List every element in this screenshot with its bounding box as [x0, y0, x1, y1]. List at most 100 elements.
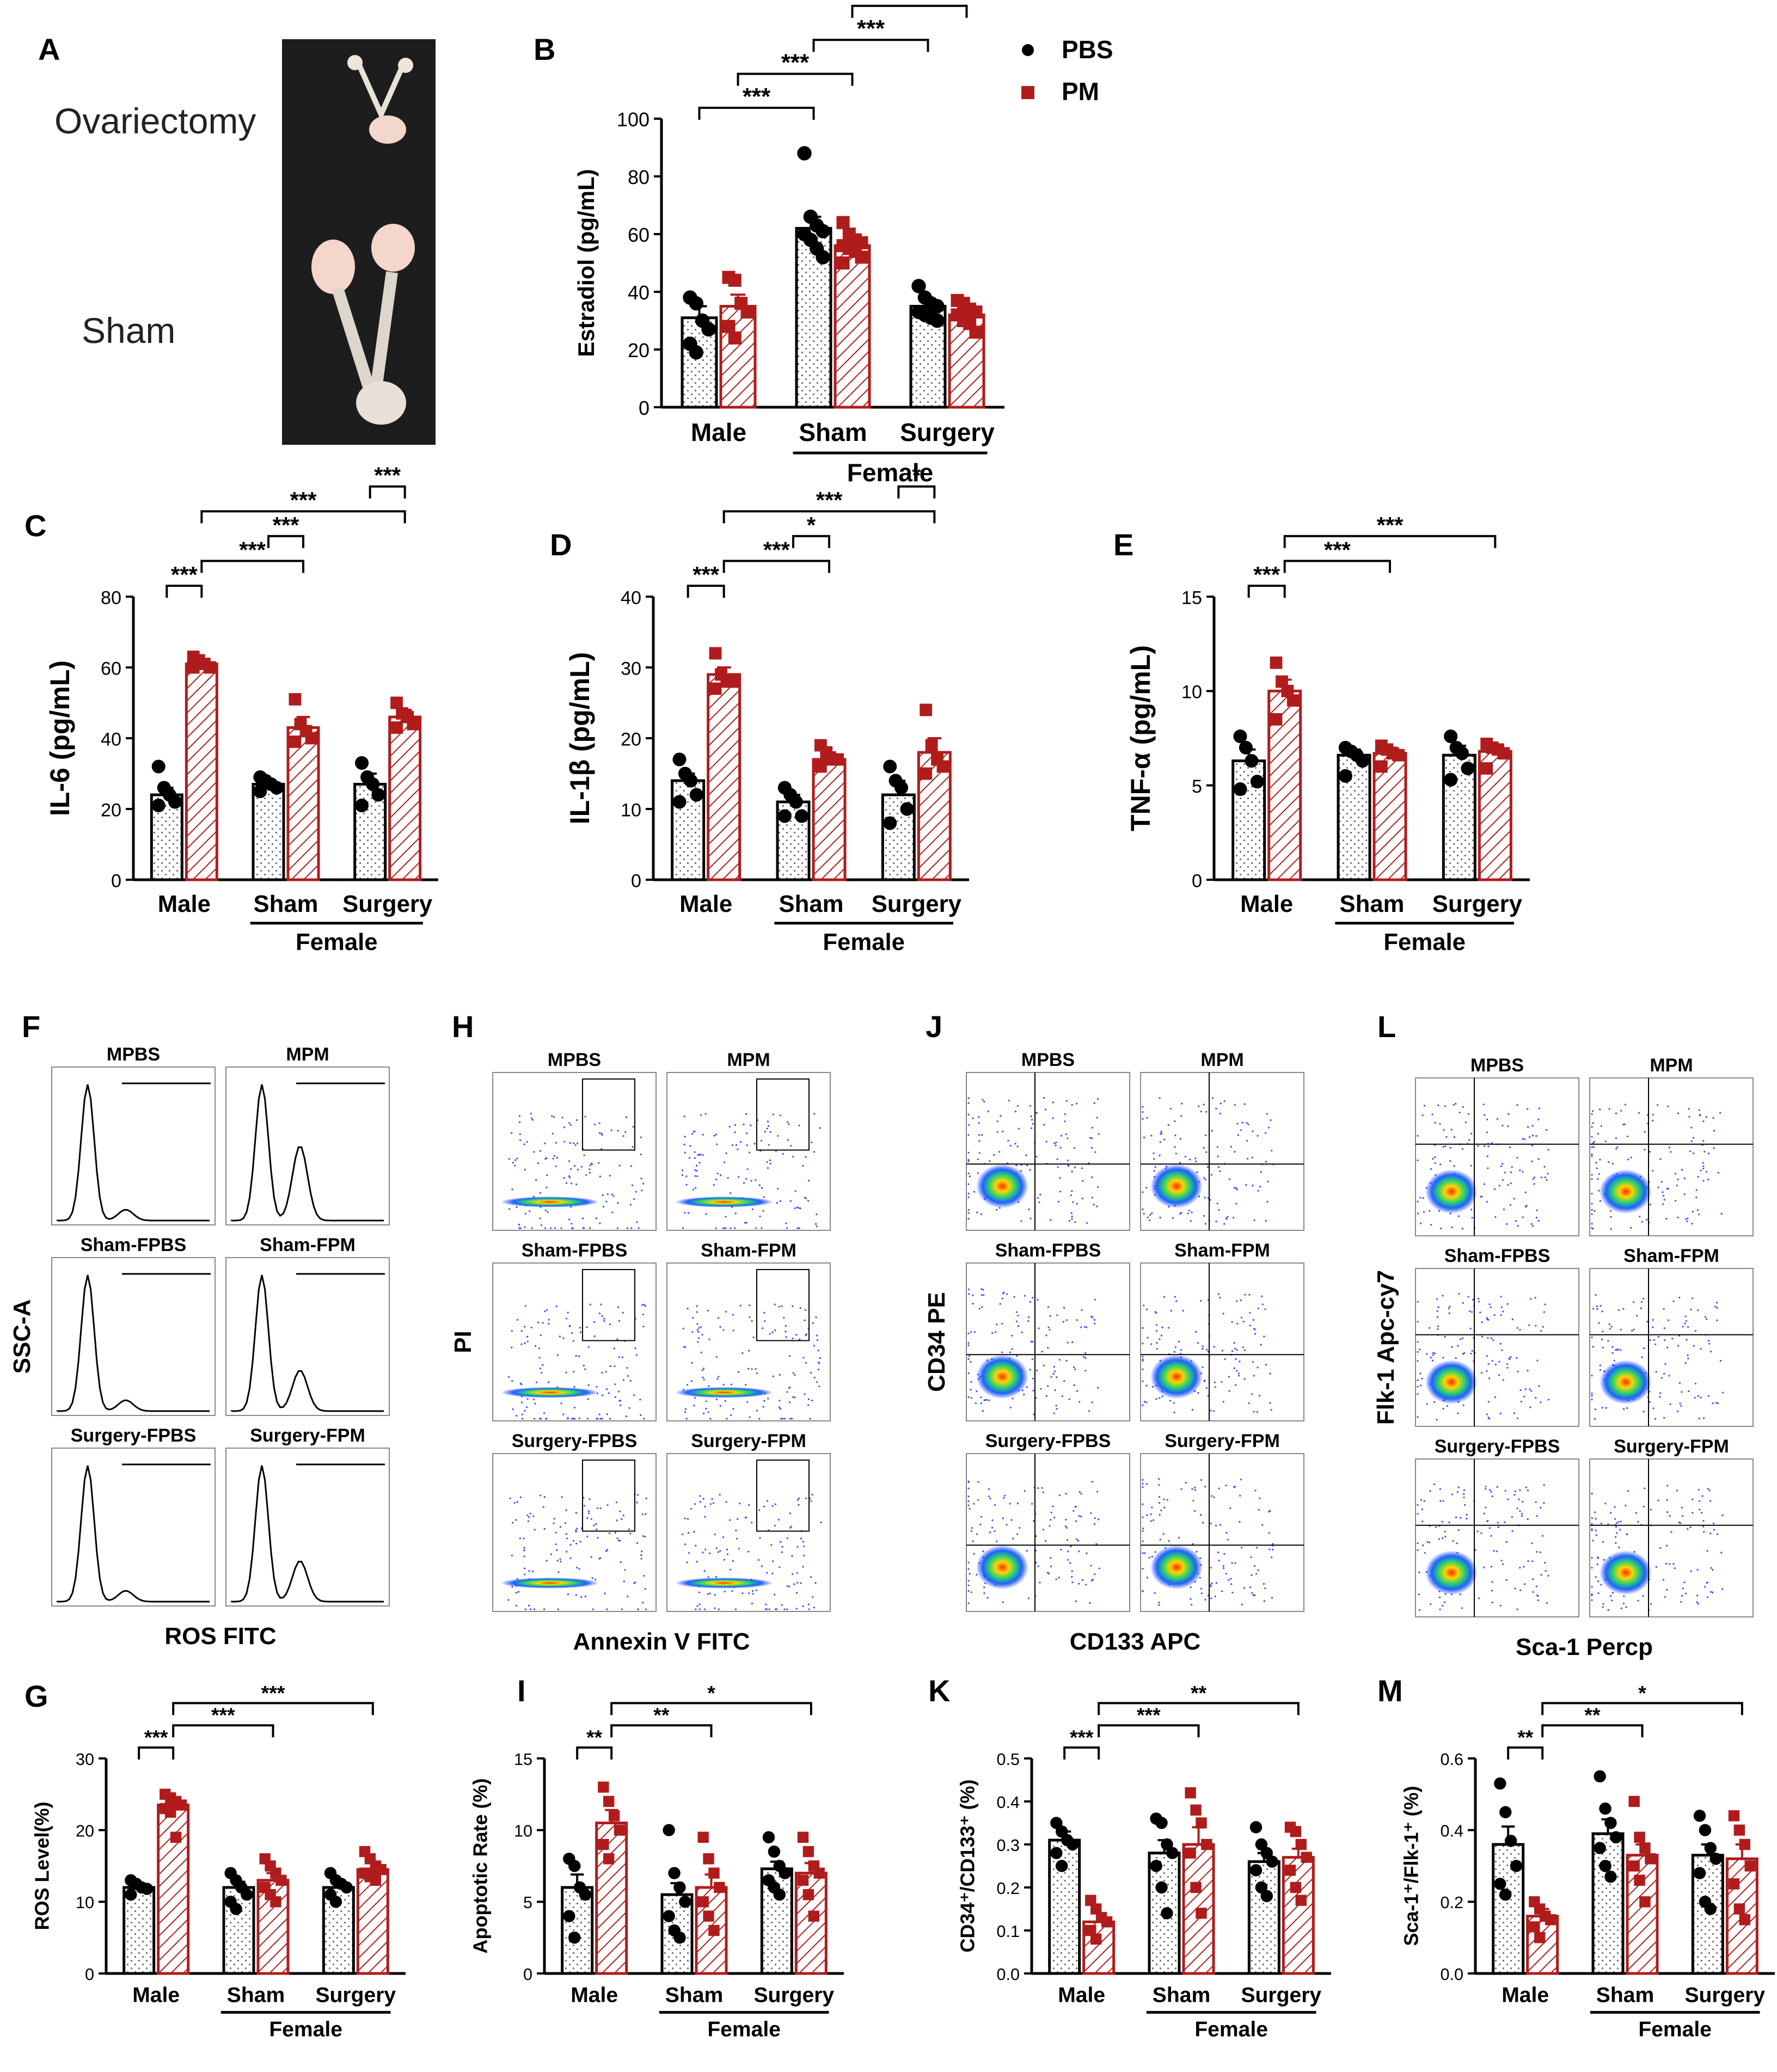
j-event-dot [1084, 1352, 1087, 1354]
l-event-dot [1460, 1517, 1462, 1519]
j-event-dot [1261, 1303, 1264, 1305]
j-subplot-title: Surgery-FPBS [985, 1431, 1111, 1451]
l-event-dot [1702, 1417, 1705, 1419]
h-event-dot [519, 1496, 522, 1498]
h-event-dot [569, 1557, 572, 1559]
h-event-dot [802, 1554, 805, 1557]
j-event-dot [972, 1540, 974, 1542]
h-event-dot [737, 1148, 739, 1150]
h-event-dot [621, 1608, 623, 1610]
h-event-dot [609, 1174, 611, 1177]
l-event-dot [1698, 1488, 1700, 1491]
l-event-dot [1691, 1297, 1694, 1299]
h-event-dot [539, 1150, 541, 1152]
j-event-dot [1197, 1342, 1199, 1344]
l-event-dot [1697, 1176, 1699, 1178]
j-event-dot [967, 1102, 970, 1104]
i-sig-bracket [576, 1746, 613, 1760]
l-event-dot [1499, 1412, 1502, 1414]
l-event-dot [1506, 1363, 1509, 1365]
j-event-dot [1097, 1186, 1099, 1188]
j-event-dot [1098, 1133, 1100, 1135]
l-event-dot [1538, 1385, 1540, 1387]
l-event-dot [1595, 1162, 1597, 1164]
b-x-label-surgery: Surgery [900, 418, 995, 446]
h-event-dot [796, 1546, 799, 1548]
j-event-dot [1025, 1154, 1027, 1156]
l-event-dot [1478, 1301, 1480, 1303]
l-event-dot [1608, 1108, 1610, 1110]
j-event-dot [1187, 1212, 1189, 1215]
l-event-dot [1496, 1550, 1498, 1553]
h-event-dot [804, 1319, 806, 1321]
l-event-dot [1709, 1351, 1712, 1353]
j-event-dot [1241, 1121, 1243, 1124]
h-event-dot [681, 1174, 684, 1176]
l-event-dot [1627, 1158, 1629, 1161]
l-event-dot [1522, 1138, 1524, 1140]
j-event-dot [1067, 1160, 1069, 1162]
h-event-dot [747, 1504, 750, 1506]
l-event-dot [1488, 1489, 1491, 1491]
l-event-dot [1417, 1379, 1419, 1381]
l-event-dot [1657, 1499, 1659, 1501]
j-event-dot [1254, 1565, 1256, 1567]
h-event-dot [717, 1551, 719, 1553]
l-event-dot [1615, 1522, 1618, 1524]
h-event-dot [635, 1354, 638, 1356]
e-y-tick-label: 15 [1181, 587, 1202, 608]
l-event-dot [1681, 1595, 1683, 1597]
j-event-dot [1033, 1413, 1035, 1415]
l-event-dot [1434, 1156, 1436, 1158]
k-point [1301, 1852, 1312, 1863]
l-event-dot [1659, 1158, 1662, 1160]
j-event-dot [1144, 1552, 1146, 1554]
h-event-dot [702, 1498, 704, 1500]
j-event-dot [1238, 1375, 1240, 1377]
i-point [598, 1838, 609, 1850]
j-event-dot [1030, 1217, 1032, 1219]
j-event-dot [967, 1212, 970, 1214]
l-event-dot [1417, 1321, 1419, 1323]
h-event-dot [766, 1500, 769, 1502]
h-event-dot [797, 1207, 800, 1209]
h-event-dot [563, 1141, 566, 1143]
h-event-dot [640, 1558, 642, 1560]
h-event-dot [539, 1217, 541, 1219]
l-event-dot [1665, 1544, 1668, 1547]
l-event-dot [1659, 1396, 1661, 1398]
j-event-dot [1184, 1155, 1186, 1158]
h-event-dot [523, 1567, 526, 1570]
l-event-dot [1632, 1301, 1635, 1303]
h-event-dot [593, 1321, 596, 1323]
h-event-dot [739, 1304, 742, 1307]
j-event-dot [1093, 1204, 1095, 1206]
h-event-dot [575, 1542, 578, 1545]
h-event-dot [617, 1390, 620, 1393]
j-event-dot [967, 1097, 970, 1099]
b-point [816, 224, 830, 238]
h-event-dot [817, 1349, 819, 1352]
j-event-dot [967, 1160, 970, 1162]
h-event-dot [589, 1227, 591, 1229]
j-event-dot [1239, 1494, 1241, 1497]
h-event-dot [693, 1531, 695, 1533]
e-x-label-male: Male [1240, 891, 1293, 917]
h-event-dot [682, 1227, 684, 1229]
j-event-dot [1198, 1105, 1200, 1107]
j-event-dot [972, 1294, 974, 1296]
l-event-dot [1675, 1200, 1677, 1202]
h-event-dot [567, 1311, 569, 1314]
l-event-dot [1470, 1352, 1472, 1355]
h-event-dot [642, 1535, 645, 1537]
h-event-dot [599, 1557, 602, 1559]
b-female-label: Female [847, 458, 934, 487]
j-event-dot [1203, 1380, 1205, 1382]
l-event-dot [1510, 1171, 1512, 1173]
l-event-dot [1663, 1417, 1665, 1419]
h-event-dot [554, 1227, 556, 1229]
h-event-dot [583, 1227, 585, 1229]
h-event-dot [643, 1303, 645, 1306]
l-event-dot [1708, 1342, 1711, 1345]
l-event-dot [1600, 1304, 1602, 1307]
